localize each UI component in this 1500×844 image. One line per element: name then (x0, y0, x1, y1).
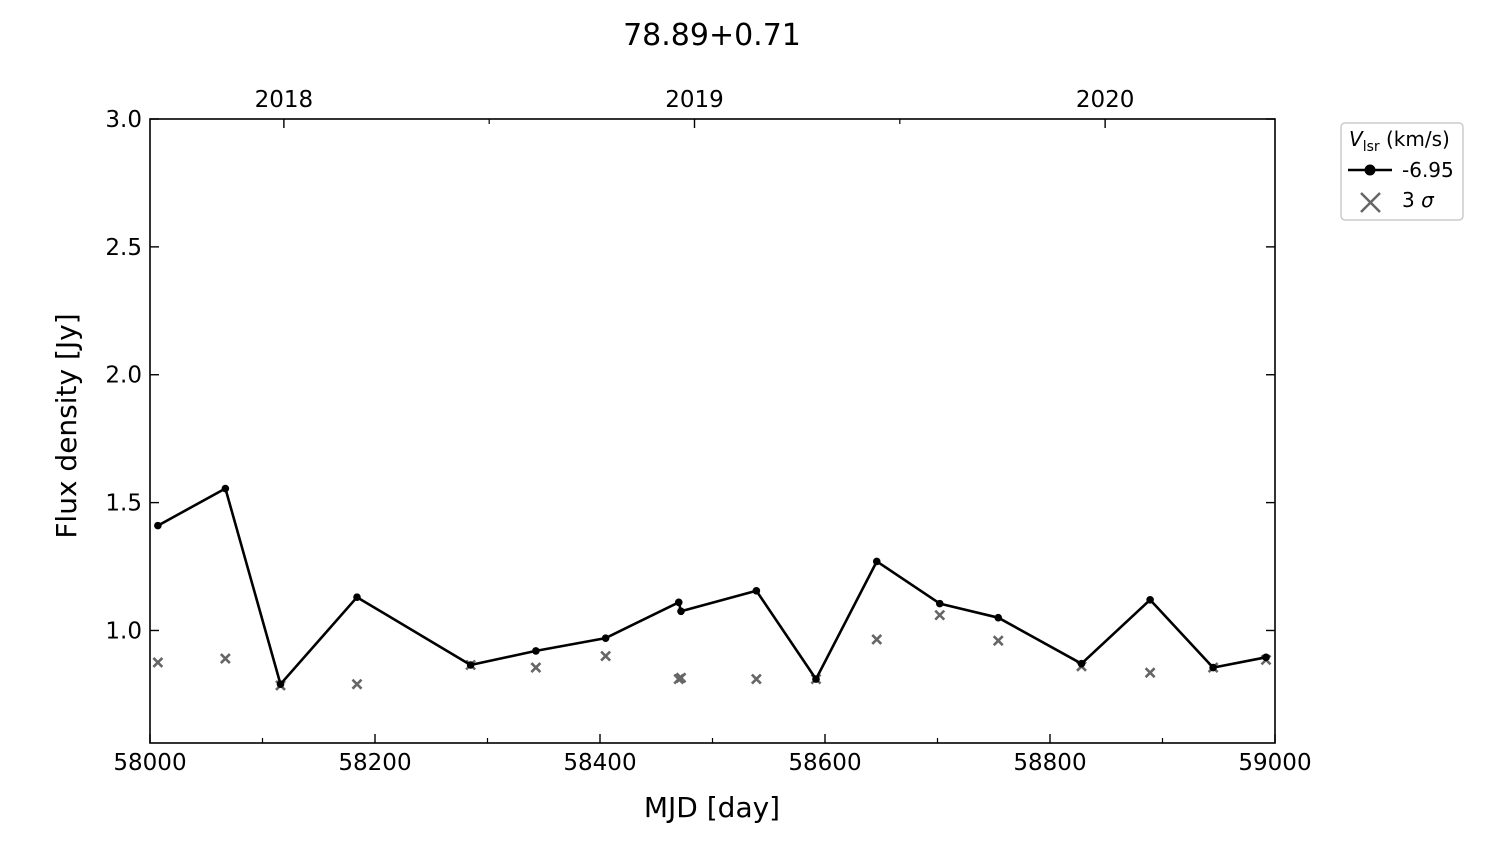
legend-sigma-number: 3 (1402, 188, 1421, 212)
sigma-cross-marker (675, 672, 687, 684)
y-tick-label: 1.0 (105, 618, 142, 644)
legend-title-units: (km/s) (1380, 127, 1450, 151)
legend-title-symbol: V (1349, 127, 1364, 151)
sigma-cross-marker (1144, 667, 1156, 679)
flux-data-point (532, 647, 540, 655)
flux-data-point (1209, 663, 1217, 672)
legend-entry-label: -6.95 (1402, 158, 1454, 182)
legend-sigma-symbol: σ (1421, 188, 1435, 212)
y-tick-label: 1.5 (105, 491, 142, 517)
sigma-cross-marker (992, 635, 1004, 647)
legend-title: Vlsr (km/s) (1349, 127, 1450, 155)
sigma-cross-marker (530, 662, 542, 673)
top-axis-tick-label: 2020 (1076, 87, 1135, 113)
sigma-cross-marker (219, 653, 231, 665)
flux-series-line (157, 487, 1267, 686)
x-axis-label: MJD [day] (644, 791, 780, 824)
x-tick-label: 58400 (563, 750, 636, 776)
x-tick-label: 58200 (338, 750, 411, 776)
legend-dot-swatch (1364, 164, 1376, 176)
legend: Vlsr (km/s) -6.95 3 σ (1340, 122, 1464, 221)
flux-data-point (601, 634, 610, 642)
x-tick-label: 59000 (1238, 750, 1311, 776)
flux-data-point (221, 484, 230, 493)
sigma-cross-marker (934, 609, 946, 621)
legend-sigma-label: 3 σ (1402, 188, 1435, 212)
top-axis-tick-label: 2018 (255, 87, 314, 113)
flux-data-point (872, 557, 881, 566)
flux-data-point (752, 587, 761, 595)
flux-data-point (812, 675, 820, 683)
flux-data-point (935, 599, 944, 608)
flux-data-point (276, 680, 285, 688)
flux-data-point (466, 661, 475, 669)
y-tick-label: 3.0 (105, 107, 142, 133)
plot-frame (149, 118, 1276, 744)
legend-box (1340, 122, 1464, 221)
flux-data-point (353, 593, 361, 602)
x-tick-label: 58000 (113, 750, 186, 776)
legend-cross-swatch (1360, 192, 1381, 213)
flux-data-point (154, 521, 162, 530)
flux-data-point (1262, 653, 1270, 662)
y-tick-label: 2.5 (105, 235, 142, 261)
x-tick-label: 58600 (788, 750, 861, 776)
y-tick-label: 2.0 (105, 363, 142, 389)
top-axis-tick-label: 2019 (665, 87, 724, 113)
sigma-cross-marker (600, 650, 612, 662)
flux-data-point (677, 607, 685, 616)
legend-title-subscript: lsr (1363, 139, 1380, 155)
flux-data-point (1077, 659, 1086, 668)
sigma-cross-marker (351, 678, 363, 690)
sigma-cross-marker (152, 657, 164, 668)
sigma-cross-marker (871, 634, 883, 645)
flux-data-point (1146, 595, 1154, 604)
x-tick-label: 58800 (1013, 750, 1086, 776)
flux-data-point (994, 613, 1003, 622)
sigma-cross-marker (750, 673, 762, 685)
chart-title: 78.89+0.71 (623, 18, 801, 53)
y-axis-label: Flux density [Jy] (50, 313, 83, 538)
flux-data-point (674, 598, 683, 607)
